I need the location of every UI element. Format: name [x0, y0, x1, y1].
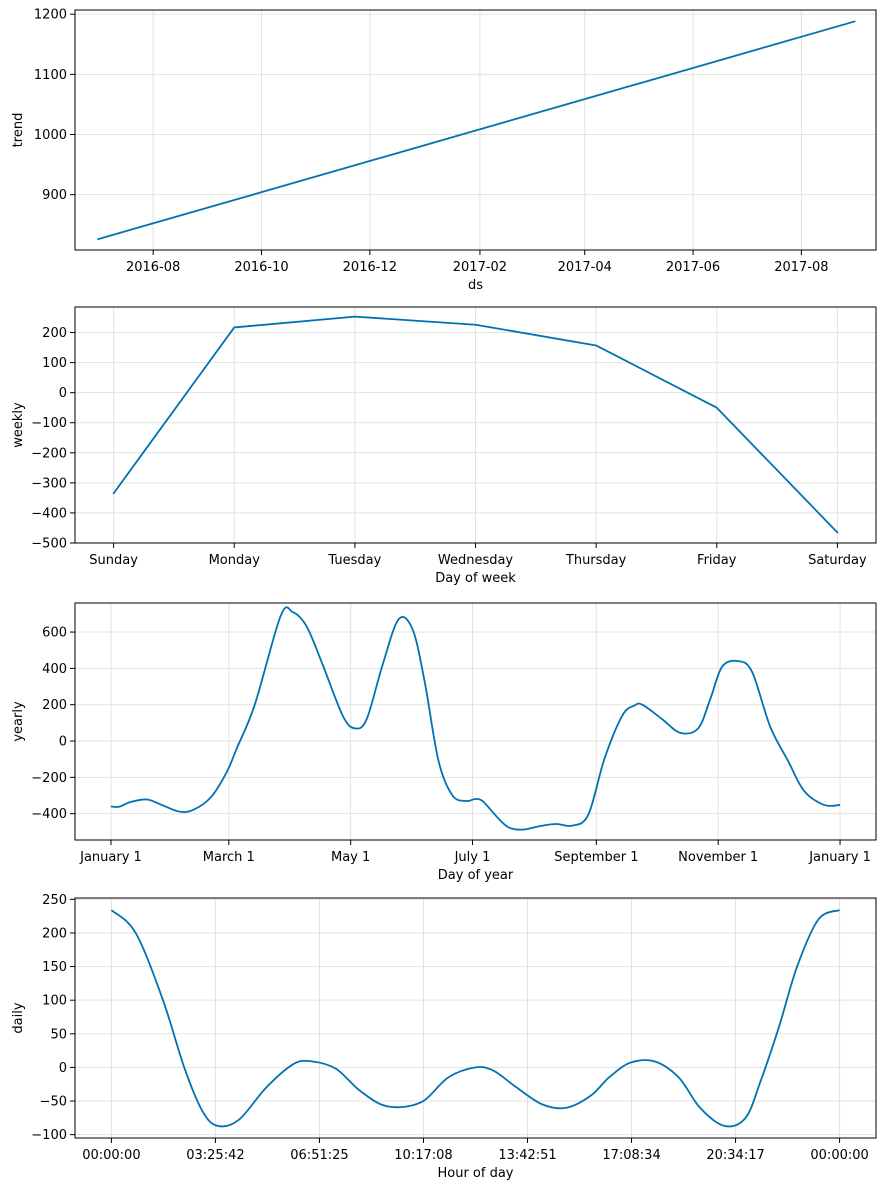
- chart-panel-trend: 2016-08 2016-10 2016-12 2017-02 2017-04 2017-…: [11, 8, 877, 293]
- x-tick-label: November 1: [678, 850, 758, 865]
- x-tick-label: 00:00:00: [82, 1148, 140, 1163]
- y-tick-label: −400: [31, 506, 67, 521]
- series-line-weekly: [112, 315, 839, 534]
- series-line-trend: [97, 20, 856, 241]
- chart-panel-yearly: January 1 March 1 May 1 July 1 September 1 No…: [11, 602, 877, 883]
- x-tick-label: 2017-04: [558, 260, 612, 275]
- gridlines: [75, 10, 876, 250]
- y-tick-label: −100: [31, 1128, 67, 1143]
- chart-panel-weekly: Sunday Monday Tuesday Wednesday Thursday Frid…: [11, 306, 877, 586]
- y-tick-label: 200: [42, 698, 67, 713]
- plot-frame: [74, 602, 877, 841]
- gridlines: [75, 898, 876, 1138]
- y-tick-label: 100: [42, 356, 67, 371]
- x-tick-label: 2016-10: [234, 260, 288, 275]
- y-tick-label: 400: [42, 662, 67, 677]
- y-axis-label: yearly: [11, 701, 26, 742]
- y-tick-label: 1000: [34, 128, 67, 143]
- x-tick-label: 03:25:42: [186, 1148, 244, 1163]
- y-tick-label: 250: [42, 893, 67, 908]
- x-tick-label: Monday: [209, 553, 261, 568]
- x-tick-label: Wednesday: [438, 553, 514, 568]
- x-axis-label: Day of week: [435, 571, 516, 586]
- x-tick-label: 00:00:00: [810, 1148, 868, 1163]
- y-tick-label: −200: [31, 771, 67, 786]
- x-tick-label: 2017-08: [774, 260, 828, 275]
- x-tick-label: May 1: [331, 850, 370, 865]
- y-tick-label: −200: [31, 446, 67, 461]
- series-line-daily: [110, 909, 840, 1128]
- gridlines: [75, 307, 876, 544]
- x-tick-label: 13:42:51: [498, 1148, 556, 1163]
- x-tick-label: 17:08:34: [602, 1148, 660, 1163]
- gridlines: [75, 603, 876, 840]
- x-tick-label: 2017-02: [453, 260, 507, 275]
- y-tick-label: −500: [31, 537, 67, 552]
- x-tick-label: Thursday: [565, 553, 627, 568]
- x-axis-label: Hour of day: [437, 1166, 513, 1181]
- y-tick-label: 0: [59, 735, 67, 750]
- y-axis-label: weekly: [11, 402, 26, 448]
- series-line-yearly: [110, 606, 841, 831]
- x-tick-label: Tuesday: [327, 553, 381, 568]
- y-tick-label: 50: [50, 1027, 67, 1042]
- x-tick-label: 2016-12: [343, 260, 397, 275]
- plot-frame: [74, 9, 877, 251]
- y-tick-label: −300: [31, 476, 67, 491]
- y-tick-label: 0: [59, 386, 67, 401]
- y-tick-label: 1200: [34, 8, 67, 23]
- x-tick-label: 20:34:17: [706, 1148, 764, 1163]
- y-tick-label: 1100: [34, 68, 67, 83]
- x-tick-label: July 1: [454, 850, 491, 865]
- y-tick-label: −100: [31, 416, 67, 431]
- x-tick-label: 2016-08: [126, 260, 180, 275]
- x-tick-label: 10:17:08: [394, 1148, 452, 1163]
- plot-frame: [74, 897, 877, 1139]
- x-tick-label: Saturday: [808, 553, 867, 568]
- y-axis-label: trend: [11, 113, 26, 148]
- y-tick-label: −400: [31, 807, 67, 822]
- y-tick-label: 200: [42, 326, 67, 341]
- x-tick-label: 06:51:25: [290, 1148, 348, 1163]
- x-tick-label: Sunday: [89, 553, 138, 568]
- x-tick-label: March 1: [203, 850, 255, 865]
- y-tick-label: 200: [42, 926, 67, 941]
- x-axis-label: Day of year: [438, 868, 514, 883]
- y-axis-label: daily: [11, 1002, 26, 1033]
- x-tick-label: January 1: [808, 850, 871, 865]
- y-tick-label: 0: [59, 1061, 67, 1076]
- y-tick-label: −50: [40, 1095, 67, 1110]
- x-axis-label: ds: [468, 278, 483, 293]
- y-tick-label: 600: [42, 626, 67, 641]
- y-tick-label: 900: [42, 188, 67, 203]
- chart-panel-daily: 00:00:00 03:25:42 06:51:25 10:17:08 13:42:51…: [11, 893, 877, 1181]
- x-tick-label: 2017-06: [666, 260, 720, 275]
- y-tick-label: 100: [42, 994, 67, 1009]
- x-tick-label: Friday: [697, 553, 737, 568]
- x-tick-label: September 1: [554, 850, 638, 865]
- y-tick-label: 150: [42, 960, 67, 975]
- x-tick-label: January 1: [79, 850, 142, 865]
